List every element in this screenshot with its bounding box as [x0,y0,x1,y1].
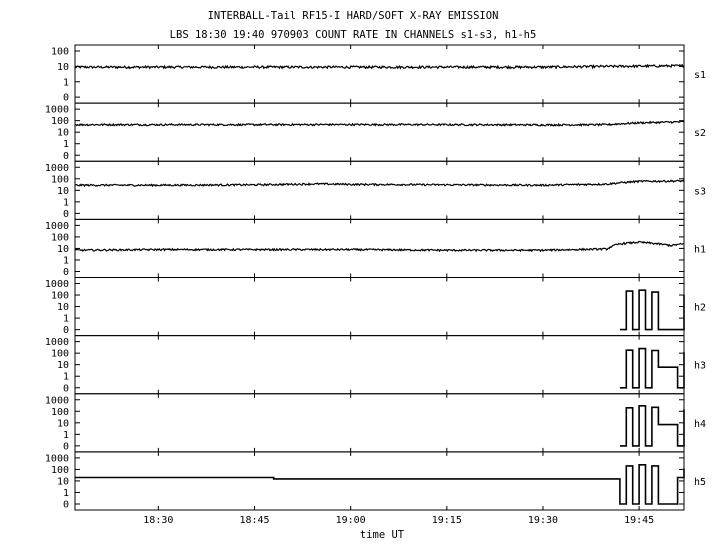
series-line-h5 [75,464,685,505]
panels: 1001010s110001001010s210001001010s310001… [45,44,706,511]
x-axis: 18:30 18:45 19:00 19:15 19:30 19:45 [143,515,654,526]
y-tick-label: 100 [51,47,69,58]
y-tick-label: 10 [57,186,69,197]
y-tick-label: 1 [63,488,69,499]
panel-label: h5 [694,477,706,488]
panel-label: h2 [694,303,706,314]
y-tick-label: 1 [63,255,69,266]
y-tick-label: 1 [63,314,69,325]
x-tick-label: 18:45 [239,515,269,526]
y-tick-label: 0 [63,267,69,278]
series-line-h1 [74,240,685,253]
y-tick-label: 100 [51,116,69,127]
series-line-h2 [619,289,685,331]
y-tick-label: 10 [57,418,69,429]
panel-frame [74,160,685,220]
y-tick-label: 100 [51,291,69,302]
y-tick-label: 0 [63,500,69,511]
panel-label: h3 [694,361,706,372]
panel-frame [74,44,685,104]
y-tick-label: 100 [51,174,69,185]
series-line-h3 [619,347,685,389]
x-tick-label: 19:45 [624,515,654,526]
x-tick-label: 19:00 [336,515,366,526]
y-tick-label: 0 [63,93,69,104]
y-tick-label: 1 [63,77,69,88]
panel-frame [74,335,685,395]
panel-label: h4 [694,419,706,430]
y-tick-label: 1000 [45,221,69,232]
y-tick-label: 100 [51,232,69,243]
panel-frame [74,393,685,453]
panel-frame [74,218,685,278]
y-tick-label: 10 [57,302,69,313]
x-tick-label: 19:15 [432,515,462,526]
y-tick-label: 10 [57,62,69,73]
y-tick-label: 0 [63,325,69,336]
y-tick-label: 100 [51,349,69,360]
series-line-h4 [619,405,685,447]
y-tick-label: 0 [63,383,69,394]
y-tick-label: 1000 [45,279,69,290]
y-tick-label: 1000 [45,105,69,116]
y-tick-label: 0 [63,209,69,220]
y-tick-label: 100 [51,465,69,476]
y-tick-label: 1 [63,430,69,441]
y-tick-label: 100 [51,407,69,418]
y-tick-label: 10 [57,360,69,371]
panel-frame [74,102,685,162]
series-line-s2 [75,120,685,127]
y-tick-label: 1 [63,372,69,383]
y-tick-label: 10 [57,128,69,139]
chart-subtitle: LBS 18:30 19:40 970903 COUNT RATE IN CHA… [170,29,537,41]
x-tick-label: 19:30 [528,515,558,526]
y-tick-label: 0 [63,441,69,452]
chart-title: INTERBALL-Tail RF15-I HARD/SOFT X-RAY EM… [208,10,499,22]
panel-label: s3 [694,186,706,197]
y-tick-label: 10 [57,244,69,255]
y-tick-label: 1000 [45,337,69,348]
y-tick-label: 1 [63,139,69,150]
panel-label: h1 [694,244,706,255]
series-line-s1 [74,63,684,70]
panel-label: s1 [694,70,706,81]
x-tick-label: 18:30 [143,515,173,526]
panel-label: s2 [694,128,706,139]
y-tick-label: 1 [63,197,69,208]
y-tick-label: 0 [63,151,69,162]
series-line-s3 [75,179,685,188]
x-axis-label: time UT [360,529,405,541]
y-tick-label: 1000 [45,163,69,174]
panel-frame [74,277,685,337]
panel-frame [74,451,685,511]
y-tick-label: 10 [57,476,69,487]
y-tick-label: 1000 [45,453,69,464]
y-tick-label: 1000 [45,395,69,406]
